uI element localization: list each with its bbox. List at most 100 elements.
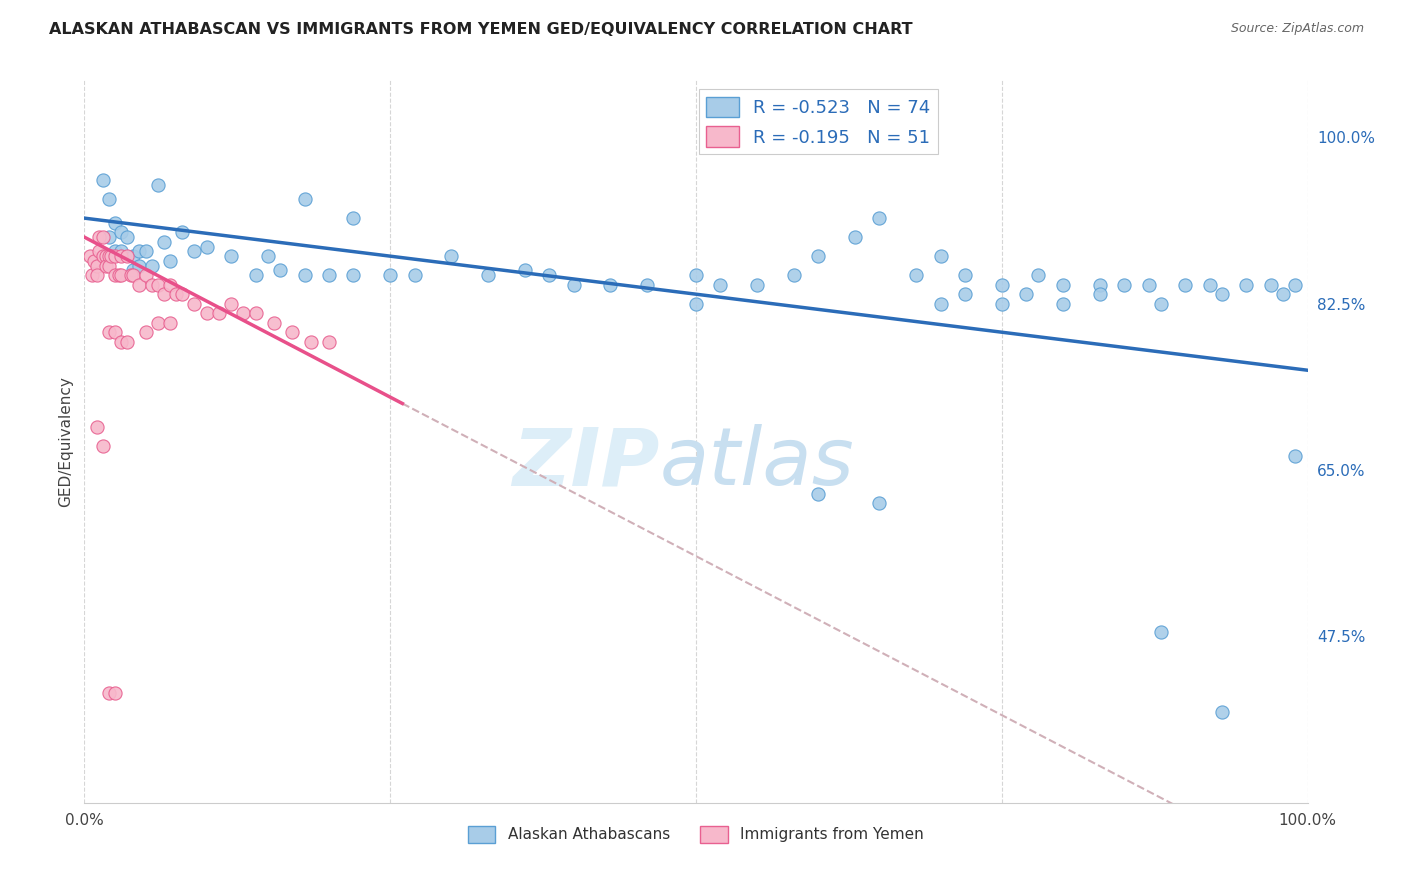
Point: [219, 249, 242, 263]
Point: [1088, 277, 1111, 292]
Point: [1150, 296, 1173, 310]
Point: [172, 226, 194, 240]
Point: [183, 296, 205, 310]
Point: [146, 178, 169, 192]
Point: [91, 249, 114, 263]
Point: [110, 334, 132, 349]
Point: [1137, 277, 1160, 292]
Point: [120, 268, 142, 282]
Point: [115, 334, 138, 349]
Point: [104, 686, 127, 700]
Point: [110, 249, 132, 263]
Point: [165, 287, 187, 301]
Point: [97, 192, 120, 206]
Point: [208, 306, 231, 320]
Point: [440, 249, 463, 263]
Point: [141, 277, 163, 292]
Point: [195, 240, 218, 254]
Point: [477, 268, 499, 282]
Point: [97, 325, 120, 339]
Point: [86, 259, 108, 273]
Point: [96, 249, 118, 263]
Point: [1114, 277, 1136, 292]
Point: [807, 249, 830, 263]
Point: [122, 249, 145, 263]
Point: [110, 244, 132, 259]
Point: [91, 230, 114, 244]
Point: [257, 249, 280, 263]
Point: [153, 235, 176, 249]
Point: [929, 249, 952, 263]
Point: [87, 230, 110, 244]
Point: [135, 268, 157, 282]
Point: [991, 277, 1014, 292]
Text: atlas: atlas: [659, 425, 853, 502]
Point: [97, 686, 120, 700]
Point: [159, 253, 181, 268]
Text: ZIP: ZIP: [512, 425, 659, 502]
Point: [97, 249, 120, 263]
Point: [159, 277, 181, 292]
Point: [128, 277, 150, 292]
Point: [104, 216, 127, 230]
Point: [263, 316, 285, 330]
Point: [219, 296, 242, 310]
Point: [269, 263, 291, 277]
Point: [1272, 287, 1295, 301]
Point: [685, 296, 707, 310]
Point: [807, 487, 830, 501]
Point: [538, 268, 561, 282]
Point: [104, 268, 127, 282]
Point: [562, 277, 585, 292]
Point: [380, 268, 402, 282]
Point: [128, 259, 150, 273]
Point: [245, 268, 267, 282]
Point: [115, 249, 138, 263]
Point: [953, 268, 976, 282]
Point: [232, 306, 254, 320]
Point: [104, 244, 127, 259]
Point: [91, 439, 114, 453]
Point: [83, 253, 105, 268]
Point: [1284, 449, 1306, 463]
Point: [146, 316, 169, 330]
Point: [183, 244, 205, 259]
Point: [953, 287, 976, 301]
Point: [299, 334, 322, 349]
Point: [1198, 277, 1220, 292]
Point: [1211, 706, 1233, 720]
Point: [636, 277, 658, 292]
Point: [159, 316, 181, 330]
Point: [86, 420, 108, 434]
Point: [281, 325, 304, 339]
Point: [91, 173, 114, 187]
Point: [1174, 277, 1197, 292]
Point: [991, 296, 1014, 310]
Point: [1052, 277, 1074, 292]
Point: [115, 230, 138, 244]
Legend: Alaskan Athabascans, Immigrants from Yemen: Alaskan Athabascans, Immigrants from Yem…: [461, 820, 931, 849]
Point: [104, 325, 127, 339]
Text: Source: ZipAtlas.com: Source: ZipAtlas.com: [1230, 22, 1364, 36]
Point: [245, 306, 267, 320]
Point: [104, 249, 127, 263]
Point: [1028, 268, 1050, 282]
Point: [869, 211, 891, 226]
Point: [122, 268, 145, 282]
Point: [110, 226, 132, 240]
Point: [685, 268, 707, 282]
Text: ALASKAN ATHABASCAN VS IMMIGRANTS FROM YEMEN GED/EQUIVALENCY CORRELATION CHART: ALASKAN ATHABASCAN VS IMMIGRANTS FROM YE…: [49, 22, 912, 37]
Point: [1236, 277, 1258, 292]
Point: [146, 277, 169, 292]
Point: [342, 211, 364, 226]
Y-axis label: GED/Equivalency: GED/Equivalency: [58, 376, 73, 507]
Point: [135, 325, 157, 339]
Point: [135, 244, 157, 259]
Point: [747, 277, 769, 292]
Point: [110, 268, 132, 282]
Point: [79, 249, 101, 263]
Point: [844, 230, 866, 244]
Point: [513, 263, 536, 277]
Point: [80, 268, 103, 282]
Point: [294, 192, 316, 206]
